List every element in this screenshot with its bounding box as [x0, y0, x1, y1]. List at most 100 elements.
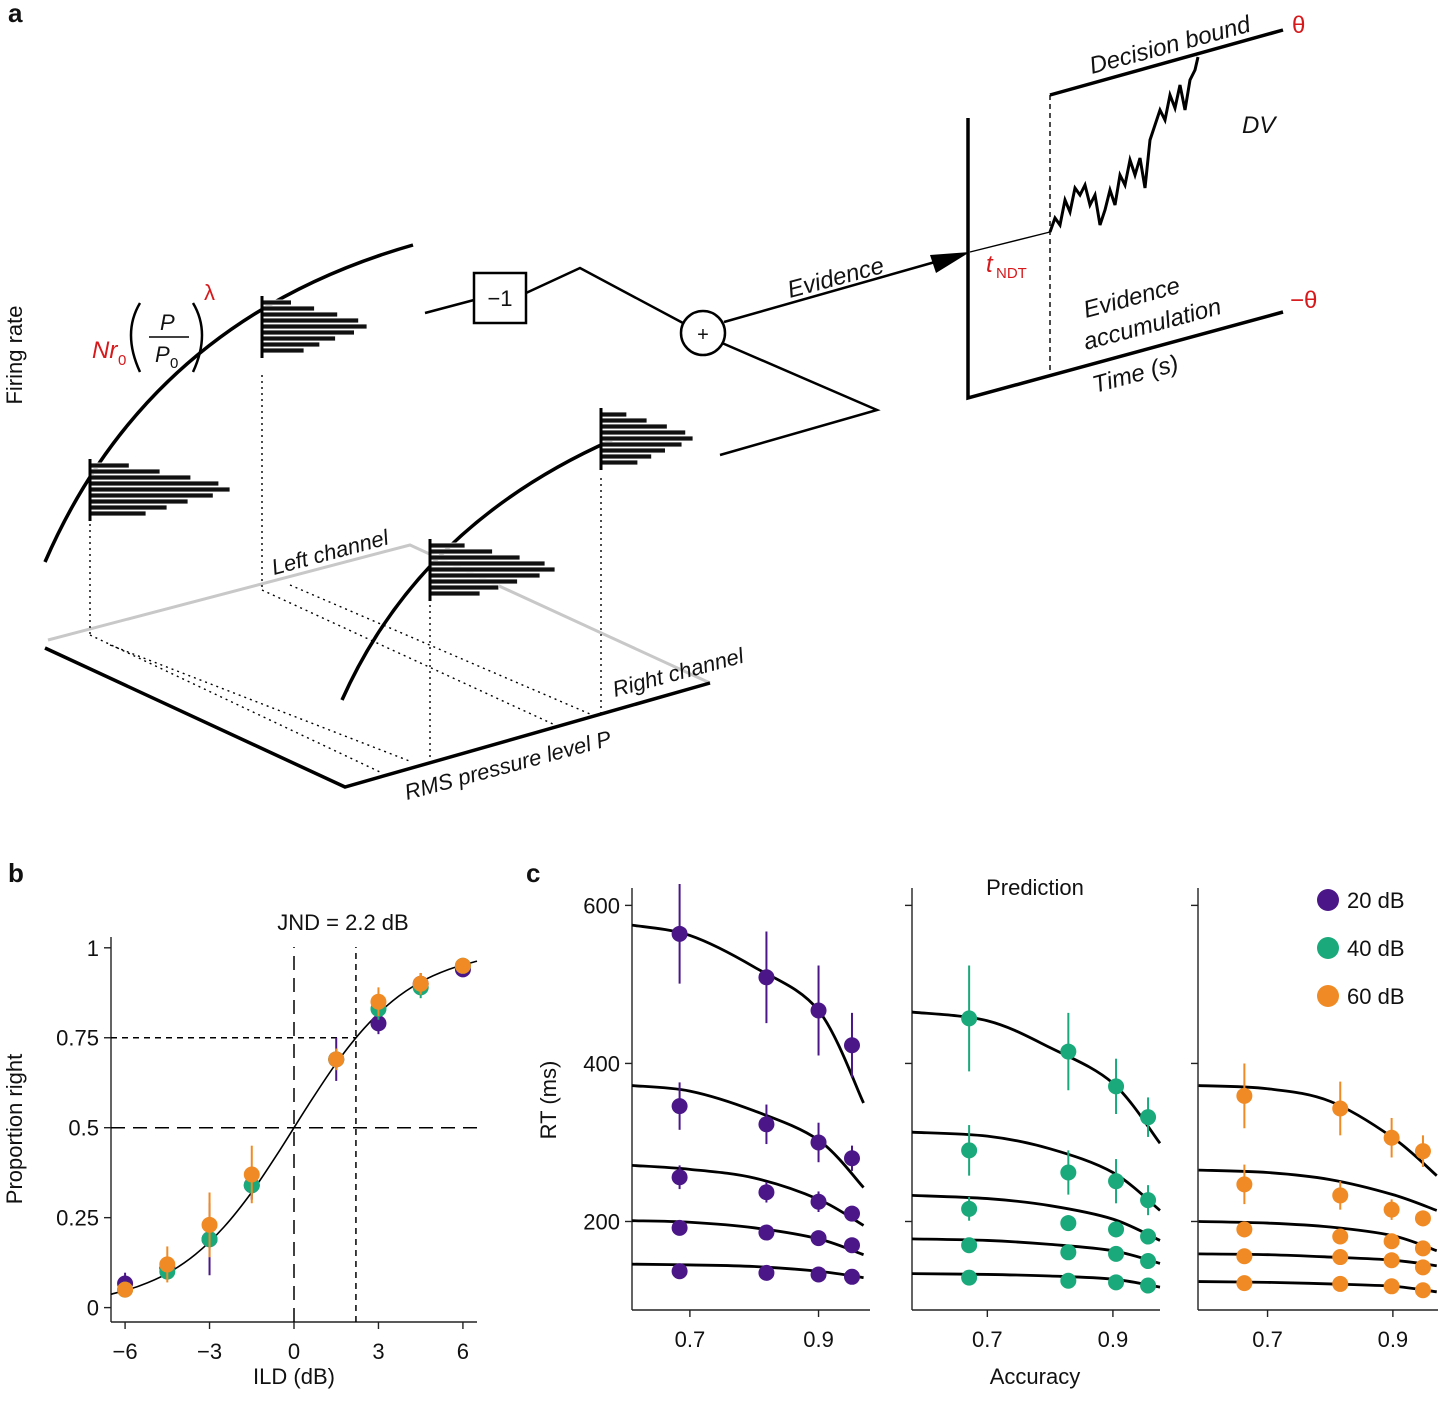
- data-point: [1060, 1244, 1077, 1261]
- data-point: [1060, 1164, 1077, 1181]
- ylabel: RT (ms): [536, 1061, 561, 1140]
- tndt-base: t: [986, 251, 994, 278]
- histogram-bar: [429, 554, 521, 561]
- left-wire: [424, 266, 684, 325]
- panel-label: a: [8, 0, 23, 28]
- fit-curve: [631, 1219, 865, 1257]
- y-tick-label: 0: [87, 1296, 99, 1321]
- histogram-bar: [89, 480, 220, 487]
- data-point: [1060, 1215, 1077, 1232]
- panel-label: b: [8, 858, 24, 888]
- histogram-bar: [600, 417, 648, 424]
- data-point: [843, 1150, 860, 1167]
- evidence-arrow: [723, 260, 936, 324]
- data-point: [810, 1002, 827, 1019]
- neg-theta: −θ: [1290, 287, 1317, 314]
- formula-den-sub: 0: [170, 355, 178, 372]
- formula-den: P: [155, 342, 170, 367]
- fit-curve: [911, 1010, 1162, 1145]
- xlabel: Accuracy: [990, 1364, 1080, 1389]
- data-point: [1332, 1187, 1349, 1204]
- histogram-bar: [429, 578, 518, 585]
- histogram-bar: [89, 468, 161, 475]
- paren: [191, 302, 204, 373]
- axis-label: Firing rate: [2, 305, 27, 404]
- y-tick-label: 600: [583, 893, 620, 918]
- data-point: [1108, 1245, 1125, 1262]
- floor-back-edge: [47, 543, 711, 685]
- data-point: [1140, 1192, 1157, 1209]
- data-point: [117, 1281, 134, 1298]
- x-tick-label: 0.7: [675, 1327, 706, 1352]
- data-point: [1140, 1253, 1157, 1270]
- data-point: [758, 1116, 775, 1133]
- panel-a-shapes: [43, 28, 1284, 789]
- data-point: [1236, 1248, 1253, 1265]
- histogram-bar: [261, 317, 359, 324]
- fit-curve: [1198, 1168, 1438, 1212]
- histogram-bar: [600, 429, 687, 436]
- data-point: [1383, 1233, 1400, 1250]
- x-tick-label: 0.9: [1098, 1327, 1129, 1352]
- upper-bound: [1049, 28, 1284, 97]
- data-point: [758, 1184, 775, 1201]
- data-point: [1414, 1240, 1431, 1257]
- ddm-axes: [966, 118, 1284, 401]
- data-point: [1108, 1221, 1125, 1238]
- data-point: [1332, 1249, 1349, 1266]
- data-point: [961, 1200, 978, 1217]
- negate-label: −1: [487, 286, 512, 311]
- histogram-bar: [261, 335, 336, 342]
- data-point: [1414, 1143, 1431, 1160]
- histogram-bar: [600, 447, 666, 454]
- pressure-label: RMS pressure level P: [402, 726, 614, 805]
- histogram-bar: [89, 498, 189, 505]
- dv-label: DV: [1242, 112, 1277, 139]
- histogram-bar: [429, 572, 541, 579]
- time-label: Time (s): [1090, 350, 1182, 399]
- data-point: [1236, 1087, 1253, 1104]
- projection-line: [109, 644, 413, 763]
- y-tick-label: 400: [583, 1051, 620, 1076]
- x-tick-label: 0.7: [1252, 1327, 1283, 1352]
- data-point: [961, 1237, 978, 1254]
- data-point: [1060, 1043, 1077, 1060]
- histogram-bar: [429, 560, 546, 567]
- ndt-segment: [969, 231, 1051, 253]
- data-point: [758, 969, 775, 986]
- data-point: [1383, 1278, 1400, 1295]
- data-point: [328, 1051, 345, 1068]
- data-point: [1140, 1228, 1157, 1245]
- left-channel-label: Left channel: [269, 524, 392, 579]
- data-point: [843, 1205, 860, 1222]
- data-point: [843, 1268, 860, 1285]
- legend-swatch: [1317, 889, 1339, 911]
- fit-curve: [1198, 1084, 1438, 1177]
- right-wire: [719, 341, 881, 457]
- data-point: [1332, 1228, 1349, 1245]
- sum-node: [679, 309, 727, 357]
- fit-curve: [631, 1163, 865, 1227]
- histogram-bar: [89, 474, 192, 481]
- data-point: [159, 1256, 176, 1273]
- y-tick-label: 1: [87, 936, 99, 961]
- data-point: [961, 1010, 978, 1027]
- data-point: [1060, 1272, 1077, 1289]
- data-point: [1383, 1252, 1400, 1269]
- legend-swatch: [1317, 937, 1339, 959]
- data-point: [1332, 1275, 1349, 1292]
- data-point: [810, 1266, 827, 1283]
- formula-num: P: [160, 310, 175, 335]
- data-point: [671, 1098, 688, 1115]
- evidence-label: Evidence: [785, 252, 887, 304]
- data-point: [671, 1263, 688, 1280]
- data-point: [810, 1134, 827, 1151]
- sum-label: +: [697, 324, 709, 346]
- fit-curve: [1198, 1252, 1437, 1268]
- histograms: [88, 296, 694, 601]
- theta: θ: [1292, 12, 1305, 39]
- data-point: [810, 1193, 827, 1210]
- data-point: [1236, 1176, 1253, 1193]
- x-tick-label: 0.7: [972, 1327, 1003, 1352]
